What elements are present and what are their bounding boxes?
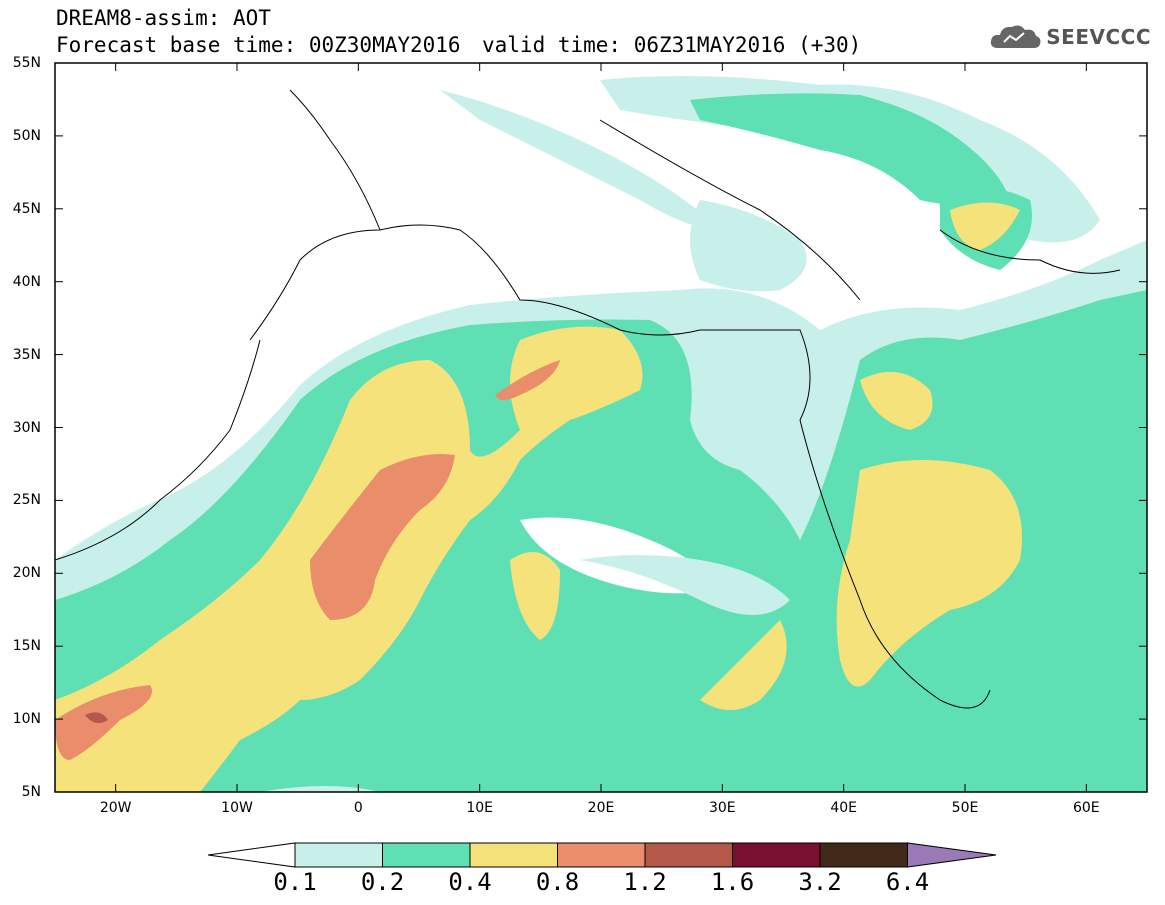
- colorbar-segment: [732, 842, 821, 868]
- lon-label: 60E: [1072, 800, 1100, 816]
- lat-label: 10N: [12, 711, 41, 728]
- lat-label: 55N: [12, 55, 41, 71]
- lon-label: 20W: [99, 800, 132, 816]
- logo-text: SEEVCCC: [1046, 25, 1151, 49]
- colorbar-segment: [644, 842, 733, 868]
- seevccc-logo: SEEVCCC: [990, 22, 1151, 52]
- colorbar-label: 0.4: [448, 868, 492, 896]
- aot-field: [55, 63, 1147, 792]
- lon-label: 40E: [830, 800, 857, 816]
- lat-label: 40N: [12, 273, 41, 290]
- lat-label: 20N: [12, 565, 41, 582]
- lon-label: 10E: [466, 800, 493, 816]
- lat-label: 50N: [12, 127, 41, 144]
- aot-band-0.8: [310, 454, 455, 620]
- lat-label: 45N: [12, 200, 41, 217]
- colorbar-segment: [557, 842, 646, 868]
- forecast-base-time: Forecast base time: 00Z30MAY2016: [56, 33, 461, 57]
- colorbar-label: 0.2: [360, 868, 405, 896]
- lat-label: 35N: [12, 346, 41, 363]
- model-title: DREAM8-assim: AOT: [56, 6, 271, 30]
- colorbar-low-arrow: [207, 842, 296, 868]
- lat-label: 30N: [12, 419, 41, 436]
- lat-label: 5N: [21, 784, 41, 800]
- cloud-icon: [991, 25, 1041, 48]
- colorbar-label: 1.6: [710, 868, 755, 896]
- colorbar-label: 0.1: [273, 868, 317, 896]
- colorbar-label: 1.2: [623, 868, 667, 896]
- colorbar-segment: [469, 842, 558, 868]
- lon-label: 20E: [587, 800, 615, 816]
- lon-label: 50E: [951, 800, 979, 816]
- colorbar-label: 6.4: [885, 868, 930, 896]
- colorbar-label: 3.2: [798, 868, 842, 896]
- aot-band-1.2: [85, 712, 108, 724]
- colorbar-label: 0.8: [535, 868, 580, 896]
- axis-ticks: [55, 62, 1147, 793]
- valid-time: valid time: 06Z31MAY2016 (+30): [482, 33, 862, 57]
- lat-label: 15N: [12, 638, 41, 655]
- colorbar-high-arrow: [907, 842, 997, 868]
- lon-label: 10W: [221, 800, 253, 816]
- lat-label: 25N: [12, 492, 41, 509]
- lon-label: 0: [353, 800, 363, 816]
- colorbar-segment: [382, 842, 471, 868]
- colorbar-segment: [819, 842, 908, 868]
- lon-label: 30E: [708, 800, 736, 816]
- colorbar-segment: [294, 842, 383, 868]
- coastlines: [55, 89, 1121, 709]
